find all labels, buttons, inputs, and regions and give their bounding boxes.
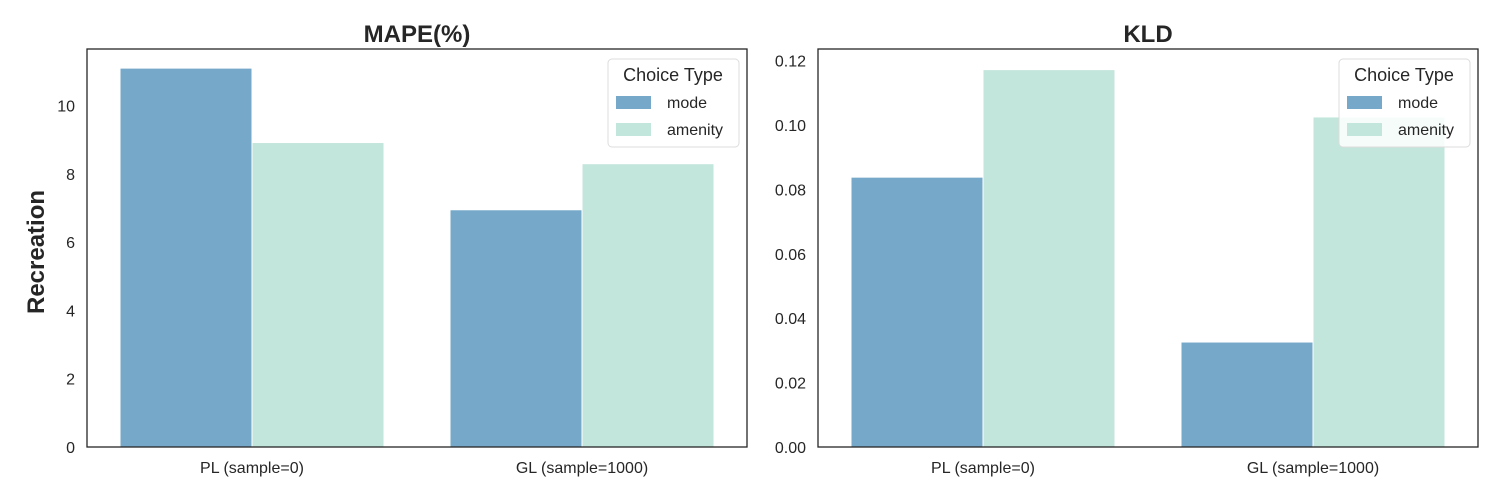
x-ticks-mape: PL (sample=0) GL (sample=1000)	[200, 460, 648, 477]
legend-title-mape: Choice Type	[623, 65, 723, 85]
y-tick-label-1-mape: 2	[66, 372, 75, 389]
y-ticks-mape: 0 2 4 6 8 10	[57, 99, 75, 457]
bar-amenity-2-kld	[1312, 116, 1446, 448]
y-tick-label-5-mape: 10	[57, 99, 75, 116]
y-tick-label-5-kld: 0.10	[775, 118, 806, 135]
y-tick-label-3-kld: 0.06	[775, 247, 806, 264]
legend-swatch-amenity-kld	[1347, 123, 1382, 136]
y-tick-label-6-kld: 0.12	[775, 54, 806, 71]
legend-label-mode-kld: mode	[1398, 95, 1438, 112]
chart-panel-kld: KLD 0.00 0.02 0.04 0.06 0.08 0.10 0.12 PL (sam…	[775, 21, 1479, 477]
y-tick-label-4-mape: 8	[66, 167, 75, 184]
x-tick-label-2-mape: GL (sample=1000)	[516, 460, 648, 477]
x-ticks-kld: PL (sample=0) GL (sample=1000)	[931, 460, 1379, 477]
y-ticks-kld: 0.00 0.02 0.04 0.06 0.08 0.10 0.12	[775, 54, 806, 457]
legend-title-kld: Choice Type	[1354, 65, 1454, 85]
legend-label-amenity-kld: amenity	[1398, 122, 1454, 139]
legend-kld: Choice Type mode amenity	[1338, 58, 1471, 148]
bar-mode-1-kld	[850, 176, 984, 448]
y-tick-label-2-kld: 0.04	[775, 311, 806, 328]
bar-mode-1-mape	[119, 67, 253, 448]
y-tick-label-0-kld: 0.00	[775, 440, 806, 457]
bars-kld	[850, 69, 1446, 448]
bar-amenity-1-kld	[982, 69, 1116, 448]
y-tick-label-2-mape: 4	[66, 303, 75, 320]
bars-mape	[119, 67, 715, 448]
legend-mape: Choice Type mode amenity	[607, 58, 740, 148]
x-tick-label-1-kld: PL (sample=0)	[931, 460, 1035, 477]
legend-label-amenity-mape: amenity	[667, 122, 723, 139]
y-tick-label-1-kld: 0.02	[775, 376, 806, 393]
chart-title-kld: KLD	[1123, 21, 1172, 48]
y-axis-label-mape: Recreation	[23, 190, 50, 314]
legend-swatch-amenity-mape	[616, 123, 651, 136]
chart-title-mape: MAPE(%)	[364, 21, 471, 48]
chart-panel-mape: MAPE(%) Recreation 0 2 4 6 8 10 PL (sample=0)…	[23, 21, 748, 477]
legend-swatch-mode-kld	[1347, 96, 1382, 109]
y-tick-label-4-kld: 0.08	[775, 182, 806, 199]
bar-mode-2-kld	[1180, 341, 1314, 448]
legend-swatch-mode-mape	[616, 96, 651, 109]
y-tick-label-3-mape: 6	[66, 235, 75, 252]
bar-amenity-1-mape	[251, 142, 385, 448]
legend-label-mode-mape: mode	[667, 95, 707, 112]
y-tick-label-0-mape: 0	[66, 440, 75, 457]
bar-mode-2-mape	[449, 209, 583, 448]
plot-frame-mape	[86, 48, 748, 448]
plot-frame-kld	[817, 48, 1479, 448]
bar-amenity-2-mape	[581, 163, 715, 448]
x-tick-label-2-kld: GL (sample=1000)	[1247, 460, 1379, 477]
x-tick-label-1-mape: PL (sample=0)	[200, 460, 304, 477]
